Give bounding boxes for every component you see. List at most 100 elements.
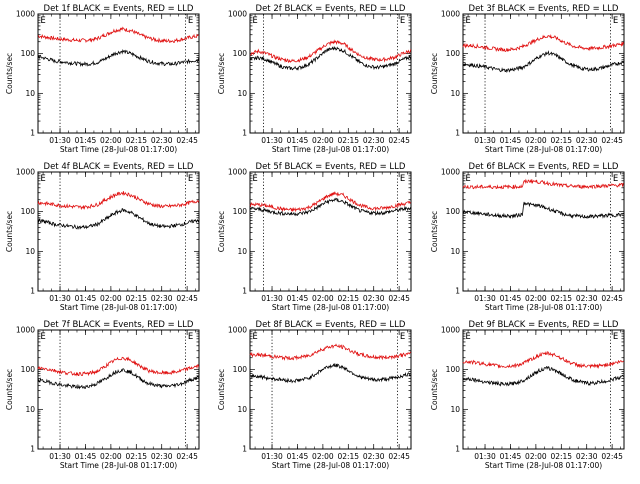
series-events: [249, 46, 412, 71]
marker-right: E: [613, 332, 618, 342]
x-tick-label: 01:45: [500, 136, 522, 145]
x-tick-label: 01:45: [75, 136, 97, 145]
y-tick-label: 1000: [16, 168, 35, 177]
x-tick-label: 02:45: [176, 294, 198, 303]
x-tick-label: 02:00: [312, 294, 334, 303]
y-tick-label: 1000: [441, 10, 460, 19]
plot-title: Det 4f BLACK = Events, RED = LLD: [44, 162, 194, 172]
y-tick-label: 1: [30, 129, 35, 138]
x-tick-label: 02:45: [601, 136, 623, 145]
series-events: [37, 48, 200, 67]
series-lld: [37, 356, 200, 377]
subplot-5: Det 5f BLACK = Events, RED = LLD 1 10 100 10…: [217, 162, 412, 312]
x-tick-label: 02:45: [388, 136, 410, 145]
marker-right: E: [188, 332, 193, 342]
subplot-4: Det 4f BLACK = Events, RED = LLD 1 10 100 10…: [5, 162, 200, 312]
x-tick-label: 01:45: [75, 452, 97, 461]
x-tick-label: 02:15: [337, 294, 359, 303]
x-tick-label: 01:30: [261, 452, 283, 461]
y-axis-label: Counts/sec: [430, 53, 439, 94]
x-tick-label: 02:30: [151, 294, 173, 303]
y-axis-label: Counts/sec: [217, 53, 226, 94]
y-tick-label: 10: [237, 247, 247, 256]
y-tick-label: 100: [233, 365, 248, 374]
y-axis-label: Counts/sec: [5, 369, 14, 410]
marker-left: E: [40, 16, 45, 26]
x-tick-label: 02:15: [550, 294, 572, 303]
y-tick-label: 10: [450, 89, 460, 98]
plot-title: Det 5f BLACK = Events, RED = LLD: [256, 162, 406, 172]
x-tick-label: 02:45: [388, 294, 410, 303]
plot-frame: [37, 13, 200, 134]
series-events: [462, 366, 624, 387]
x-tick-label: 02:00: [525, 452, 547, 461]
marker-right: E: [613, 16, 618, 26]
x-tick-label: 01:30: [49, 136, 71, 145]
y-tick-label: 10: [25, 405, 35, 414]
marker-right: E: [188, 16, 193, 26]
subplot-6: Det 6f BLACK = Events, RED = LLD 1 10 100 10…: [430, 162, 625, 312]
y-tick-label: 1000: [228, 326, 247, 335]
x-tick-label: 01:45: [287, 294, 309, 303]
x-tick-label: 02:30: [576, 136, 598, 145]
x-tick-label: 01:30: [261, 294, 283, 303]
x-tick-label: 02:00: [100, 452, 122, 461]
marker-left: E: [252, 332, 257, 342]
x-tick-label: 02:45: [176, 136, 198, 145]
plot-title: Det 9f BLACK = Events, RED = LLD: [469, 320, 619, 330]
x-axis-label: Start Time (28-Jul-08 01:17:00): [272, 303, 389, 312]
x-axis-label: Start Time (28-Jul-08 01:17:00): [272, 145, 389, 154]
x-tick-label: 01:45: [75, 294, 97, 303]
y-tick-label: 1000: [16, 10, 35, 19]
marker-right: E: [188, 174, 193, 184]
y-tick-label: 100: [446, 365, 461, 374]
y-tick-label: 10: [450, 405, 460, 414]
y-tick-label: 100: [446, 207, 461, 216]
subplot-8: Det 8f BLACK = Events, RED = LLD 1 10 100 10…: [217, 320, 412, 470]
x-tick-label: 02:00: [525, 294, 547, 303]
x-tick-label: 01:30: [49, 294, 71, 303]
y-tick-label: 1000: [16, 326, 35, 335]
marker-left: E: [252, 174, 257, 184]
y-tick-label: 10: [25, 89, 35, 98]
x-tick-label: 02:00: [525, 136, 547, 145]
plot-title: Det 8f BLACK = Events, RED = LLD: [256, 320, 406, 330]
plot-frame: [462, 171, 625, 292]
y-tick-label: 1: [242, 287, 247, 296]
x-tick-label: 02:00: [100, 136, 122, 145]
x-tick-label: 02:15: [125, 452, 147, 461]
plot-title: Det 6f BLACK = Events, RED = LLD: [469, 162, 619, 172]
plot-title: Det 7f BLACK = Events, RED = LLD: [44, 320, 194, 330]
x-tick-label: 02:30: [363, 136, 385, 145]
subplot-7: Det 7f BLACK = Events, RED = LLD 1 10 100 10…: [5, 320, 200, 470]
y-tick-label: 100: [21, 207, 36, 216]
marker-left: E: [252, 16, 257, 26]
x-tick-label: 01:45: [500, 452, 522, 461]
x-tick-label: 02:30: [576, 294, 598, 303]
plot-frame: [462, 329, 625, 450]
y-tick-label: 1000: [441, 168, 460, 177]
series-lld: [249, 191, 411, 213]
x-tick-label: 02:30: [151, 452, 173, 461]
y-tick-label: 10: [25, 247, 35, 256]
y-tick-label: 1000: [441, 326, 460, 335]
marker-left: E: [40, 332, 45, 342]
series-lld: [37, 191, 200, 211]
x-tick-label: 02:45: [388, 452, 410, 461]
plot-frame: [249, 329, 412, 450]
plot-frame: [462, 13, 625, 134]
y-tick-label: 1000: [228, 168, 247, 177]
x-axis-label: Start Time (28-Jul-08 01:17:00): [485, 303, 602, 312]
y-tick-label: 1: [242, 445, 247, 454]
x-axis-label: Start Time (28-Jul-08 01:17:00): [485, 461, 602, 470]
x-tick-label: 02:15: [550, 452, 572, 461]
plot-title: Det 3f BLACK = Events, RED = LLD: [469, 4, 619, 14]
x-tick-label: 02:15: [125, 294, 147, 303]
subplot-1: Det 1f BLACK = Events, RED = LLD 1 10 100 10…: [5, 4, 200, 154]
marker-left: E: [465, 174, 470, 184]
series-events: [37, 208, 200, 230]
plot-title: Det 2f BLACK = Events, RED = LLD: [256, 4, 406, 14]
y-tick-label: 100: [233, 207, 248, 216]
y-tick-label: 1000: [228, 10, 247, 19]
